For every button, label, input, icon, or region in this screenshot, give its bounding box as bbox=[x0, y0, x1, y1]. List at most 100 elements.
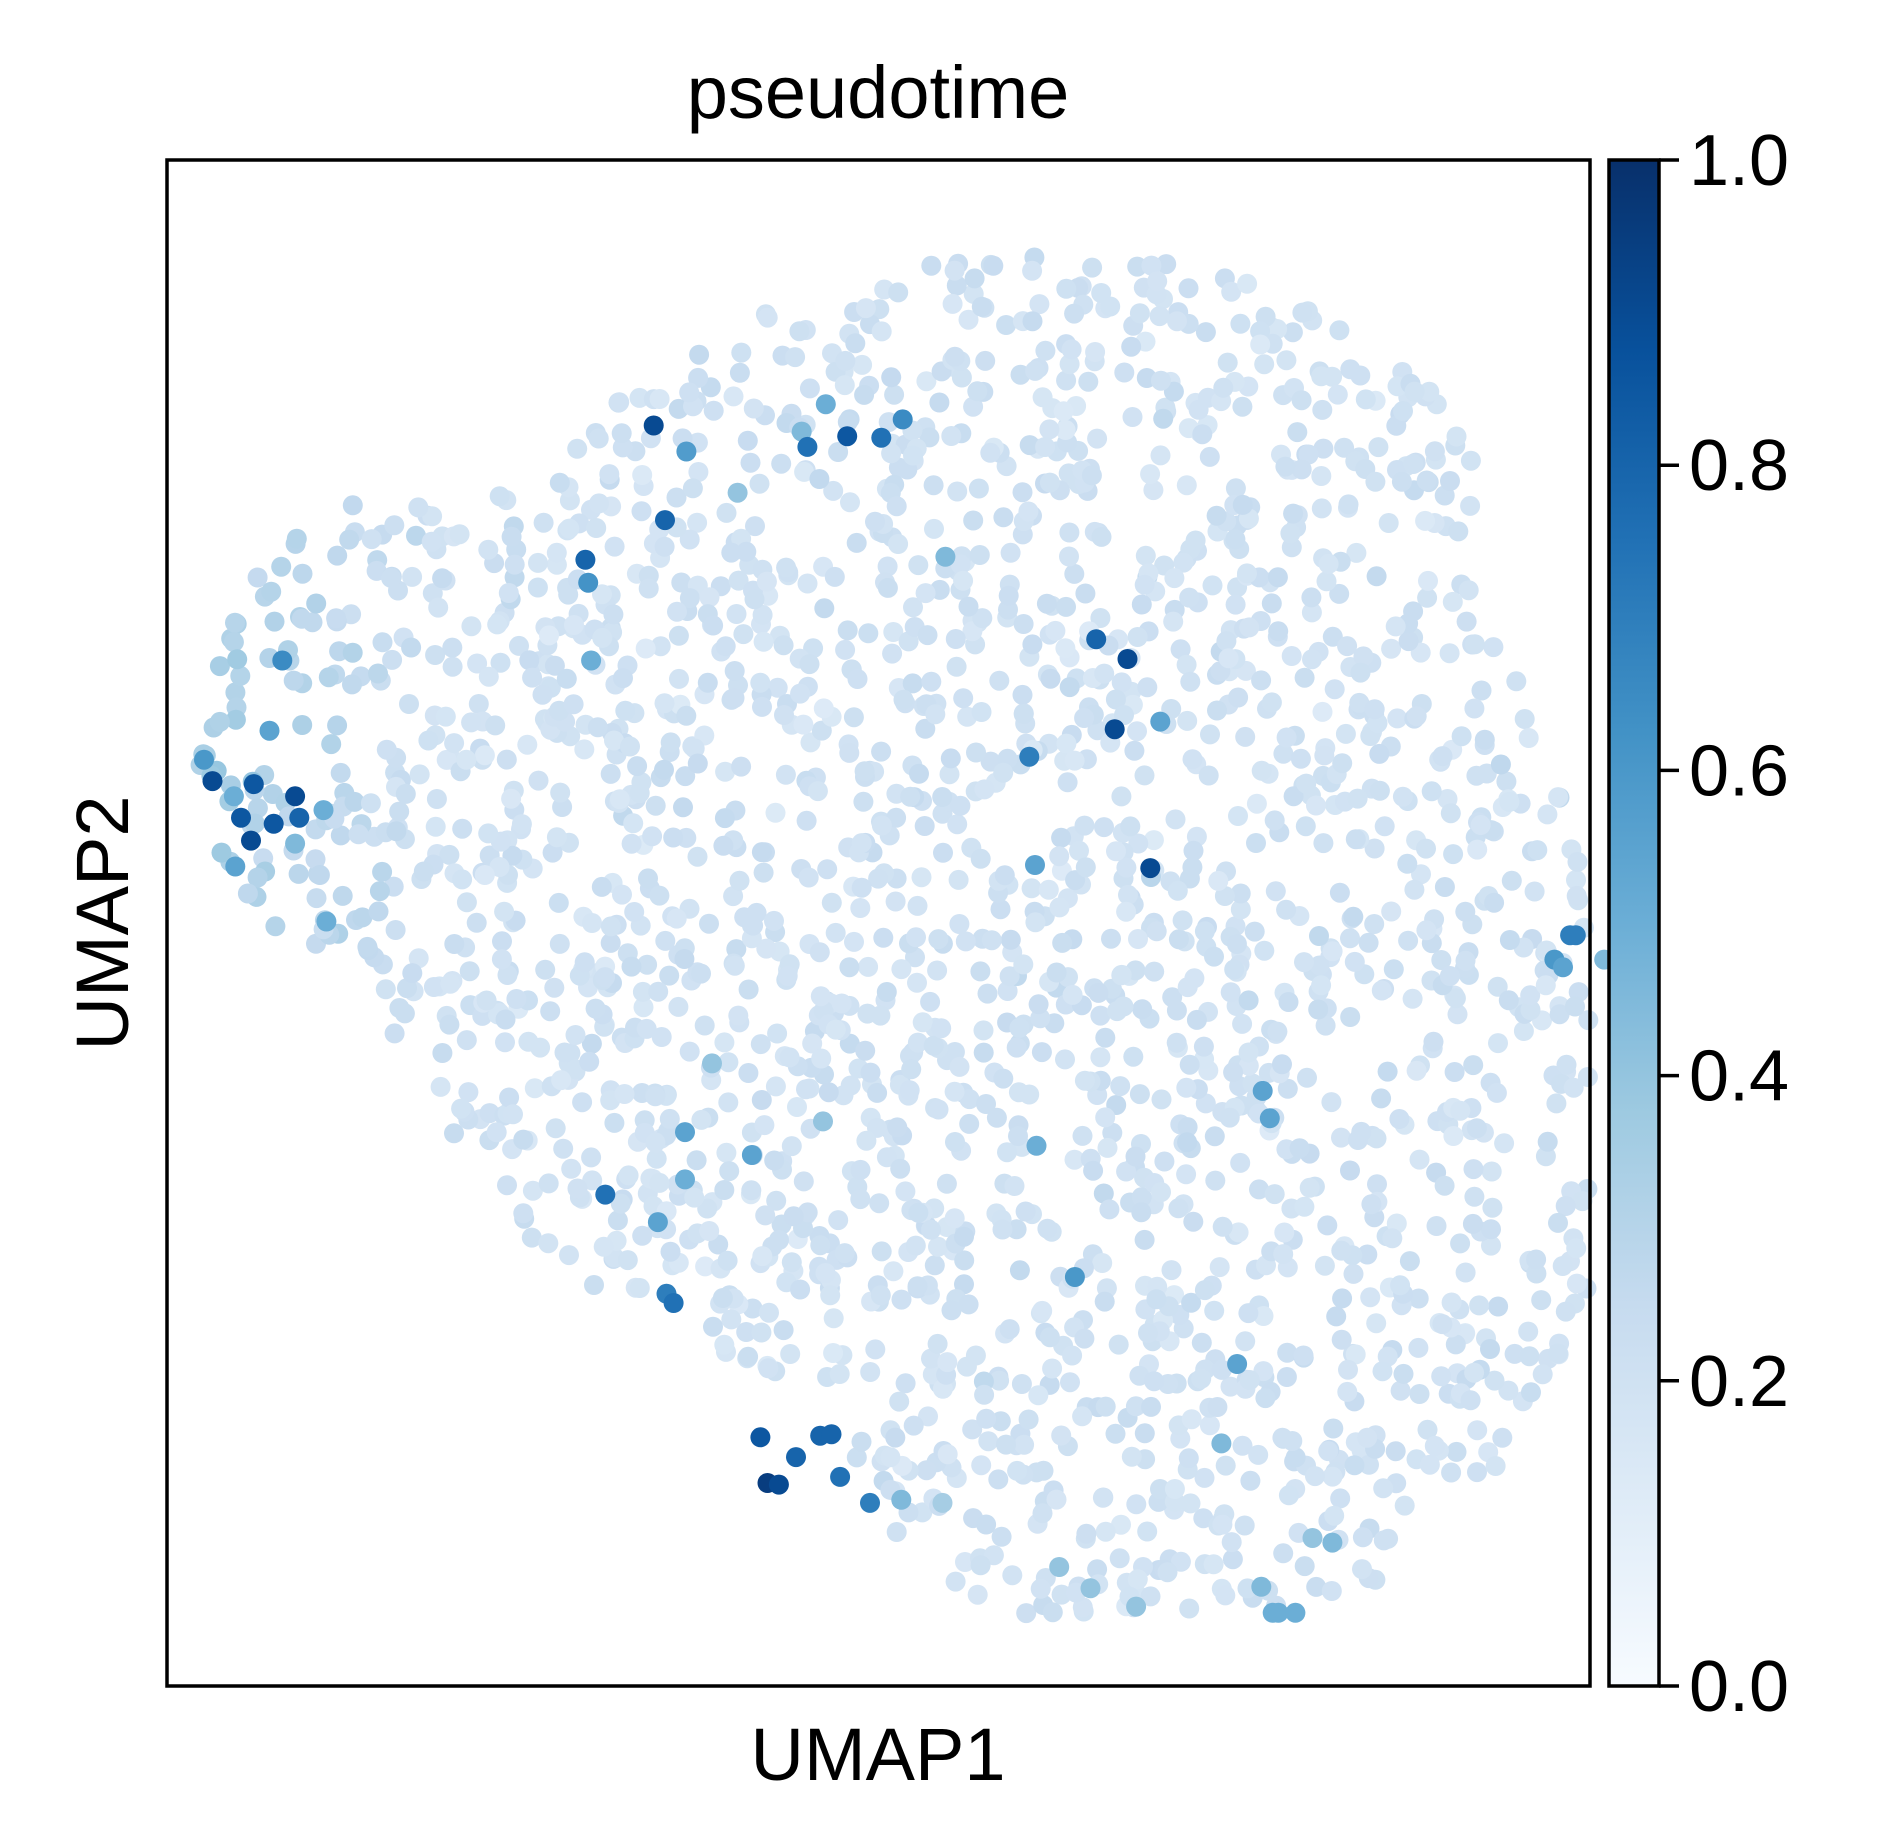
cell-point bbox=[1215, 1455, 1236, 1476]
cell-point bbox=[292, 715, 313, 735]
cell-point bbox=[668, 996, 689, 1017]
cell-point-high-pseudotime bbox=[289, 807, 310, 828]
cell-point-high-pseudotime bbox=[316, 911, 337, 932]
cell-point bbox=[1127, 1569, 1148, 1590]
cell-point bbox=[1220, 1376, 1241, 1397]
cell-point bbox=[425, 645, 446, 665]
cell-point bbox=[478, 823, 499, 844]
cell-point bbox=[1440, 471, 1460, 491]
cell-point bbox=[449, 524, 470, 545]
cell-point bbox=[1432, 746, 1453, 767]
cell-point bbox=[977, 983, 998, 1004]
cell-point bbox=[1327, 384, 1348, 405]
cell-point bbox=[1338, 494, 1359, 515]
cell-point bbox=[807, 781, 828, 802]
cell-point bbox=[1566, 870, 1586, 890]
cell-point-high-pseudotime bbox=[727, 482, 748, 503]
cell-point bbox=[1264, 810, 1285, 831]
cell-point bbox=[506, 989, 527, 1009]
cell-point bbox=[1064, 1149, 1085, 1170]
cell-point bbox=[666, 908, 687, 929]
cell-point bbox=[1329, 583, 1350, 604]
cell-point bbox=[1221, 1532, 1242, 1553]
cell-point bbox=[376, 739, 397, 760]
cell-point bbox=[1059, 522, 1080, 543]
cell-point bbox=[743, 398, 764, 419]
cell-point bbox=[679, 1041, 700, 1062]
cell-point bbox=[1177, 710, 1198, 731]
cell-point bbox=[764, 1150, 785, 1171]
cell-point bbox=[306, 888, 327, 909]
cell-point bbox=[1352, 1527, 1373, 1548]
cell-point bbox=[1276, 350, 1297, 371]
cell-point bbox=[1151, 1182, 1171, 1203]
cell-point bbox=[461, 712, 482, 733]
cell-point bbox=[1032, 387, 1053, 408]
cell-point bbox=[1056, 370, 1077, 391]
cell-point bbox=[1000, 929, 1021, 950]
cell-point bbox=[1037, 1218, 1058, 1239]
cell-point bbox=[1565, 996, 1585, 1017]
cell-point bbox=[736, 541, 757, 562]
cell-point bbox=[1455, 1262, 1476, 1283]
cell-point bbox=[715, 761, 736, 782]
cell-point bbox=[907, 895, 928, 916]
cell-point bbox=[933, 842, 953, 863]
colorbar-tick-label: 0.6 bbox=[1689, 731, 1789, 811]
cell-point bbox=[1033, 1460, 1054, 1481]
cell-point bbox=[733, 624, 754, 645]
cell-point bbox=[1364, 838, 1385, 859]
cell-point bbox=[931, 1018, 952, 1039]
cell-point bbox=[713, 835, 734, 856]
cell-point bbox=[858, 623, 879, 644]
cell-point bbox=[932, 787, 953, 807]
cell-point bbox=[944, 260, 965, 281]
cell-point bbox=[1467, 1462, 1487, 1483]
cell-point bbox=[585, 998, 606, 1019]
cell-point bbox=[1555, 1301, 1576, 1322]
cell-point-high-pseudotime bbox=[223, 786, 244, 807]
cell-point bbox=[835, 639, 856, 660]
cell-point bbox=[413, 861, 434, 882]
cell-point bbox=[1281, 646, 1302, 666]
cell-point bbox=[695, 1256, 716, 1277]
cell-point bbox=[545, 1118, 566, 1139]
cell-point bbox=[444, 733, 465, 754]
cell-point bbox=[361, 529, 382, 550]
cell-point bbox=[1383, 959, 1404, 980]
cell-point bbox=[389, 998, 410, 1018]
cell-point bbox=[790, 1279, 811, 1300]
cell-point bbox=[1167, 311, 1187, 332]
cell-point bbox=[718, 1092, 739, 1113]
cell-point bbox=[944, 1081, 965, 1102]
cell-point bbox=[1331, 1127, 1351, 1148]
cell-point bbox=[953, 688, 974, 709]
cell-point bbox=[1028, 1385, 1049, 1406]
cell-point bbox=[1207, 1397, 1228, 1417]
cell-point bbox=[511, 814, 532, 835]
cell-point bbox=[599, 464, 620, 485]
cell-point bbox=[1374, 816, 1395, 837]
cell-point bbox=[881, 367, 902, 388]
cell-point bbox=[1234, 1515, 1255, 1536]
cell-point bbox=[1251, 760, 1272, 781]
cell-point bbox=[1399, 1251, 1420, 1272]
cell-point bbox=[895, 1373, 916, 1394]
cell-point bbox=[1419, 1454, 1440, 1475]
cell-point bbox=[1213, 377, 1234, 398]
cell-point bbox=[1038, 879, 1059, 900]
cell-point bbox=[1228, 806, 1248, 826]
cell-point bbox=[993, 762, 1014, 783]
cell-point bbox=[907, 972, 927, 993]
cell-point bbox=[1312, 399, 1333, 420]
cell-point bbox=[773, 1320, 794, 1341]
cell-point bbox=[1166, 1032, 1187, 1053]
cell-point bbox=[1357, 1244, 1378, 1265]
cell-point bbox=[1423, 1031, 1444, 1052]
cell-point bbox=[1462, 1213, 1483, 1234]
cell-point bbox=[1397, 853, 1418, 874]
cell-point bbox=[900, 786, 921, 807]
cell-point bbox=[1087, 428, 1108, 449]
cell-point bbox=[372, 632, 393, 653]
cell-point bbox=[1524, 881, 1545, 902]
